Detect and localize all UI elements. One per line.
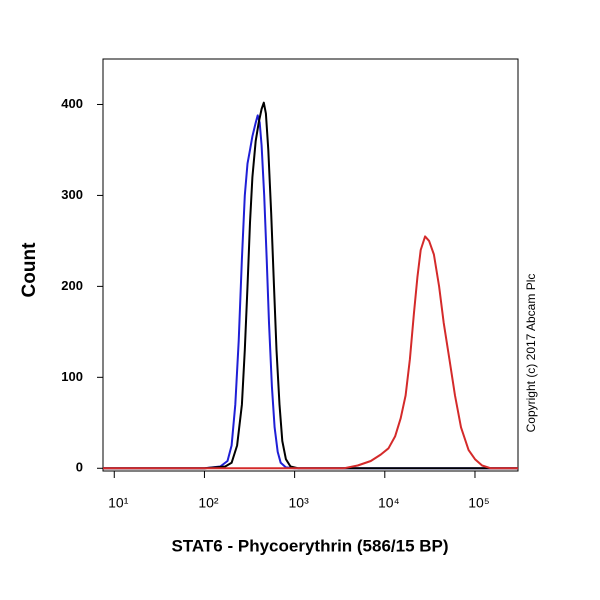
series-line bbox=[103, 235, 518, 470]
y-tick-label: 100 bbox=[61, 369, 83, 384]
y-axis-label: Count bbox=[19, 242, 40, 298]
x-tick-label: 10⁴ bbox=[378, 495, 400, 511]
y-tick-label: 400 bbox=[61, 96, 83, 111]
copyright: Copyright (c) 2017 Abcam Plc bbox=[524, 274, 538, 433]
plot-frame bbox=[102, 58, 519, 472]
series-line bbox=[103, 114, 518, 470]
y-tick-label: 200 bbox=[61, 278, 83, 293]
x-tick-label: 10¹ bbox=[108, 495, 129, 511]
y-tick-label: 0 bbox=[76, 460, 83, 475]
x-tick-label: 10² bbox=[198, 495, 219, 511]
x-axis-label: STAT6 - Phycoerythrin (586/15 BP) bbox=[171, 536, 448, 555]
x-tick-label: 10³ bbox=[289, 495, 310, 511]
series-line bbox=[103, 101, 518, 470]
y-tick-label: 300 bbox=[61, 187, 83, 202]
x-tick-label: 10⁵ bbox=[468, 495, 489, 511]
